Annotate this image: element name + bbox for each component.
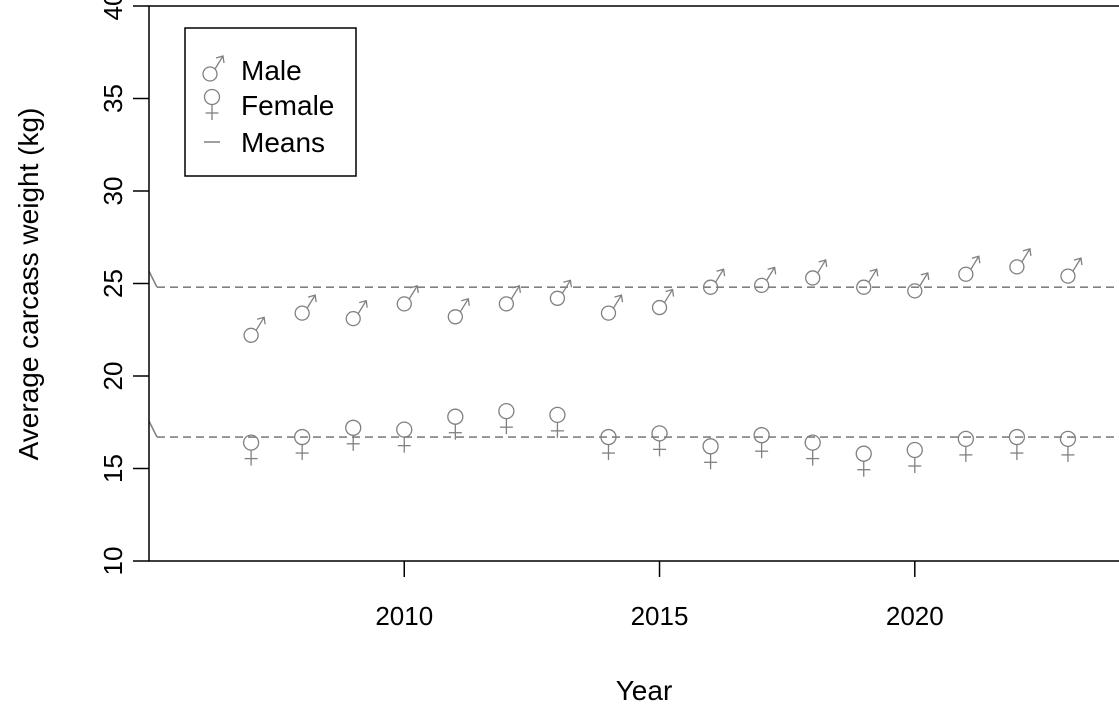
y-tick-label: 20 [98,362,128,391]
x-tick-label: 2020 [886,601,944,631]
male-point [1009,248,1032,275]
legend-label-female: Female [241,90,334,121]
male-point [498,285,522,312]
male-point [805,259,828,286]
male-point [702,268,726,295]
y-tick-label: 10 [98,547,128,576]
mean-line-mark [148,420,158,438]
legend-male-symbol [202,55,225,82]
x-axis-label: Year [616,675,673,706]
legend-label-male: Male [241,55,302,86]
legend: Male Female Means [184,27,357,177]
female-point [651,425,668,457]
legend-box [184,27,357,177]
x-tick-label: 2010 [375,601,433,631]
male-point [600,294,624,321]
male-point [856,268,879,295]
male-point [1060,257,1083,284]
female-point [1008,428,1026,461]
male-point [447,297,470,325]
female-point [396,421,413,453]
female-point [549,406,566,438]
legend-label-means: Means [241,127,325,158]
male-point [396,285,419,312]
male-point [958,255,981,282]
female-point [447,408,464,440]
male-point [651,288,675,316]
y-tick-label: 30 [98,177,128,206]
legend-female-symbol [203,88,221,120]
x-tick-label: 2015 [631,601,689,631]
male-point [345,299,368,327]
axes: 10 15 20 25 30 35 40 2010 2015 2020 [98,0,1119,631]
female-symbol [203,88,221,120]
male-point [549,279,573,306]
female-point [345,419,362,451]
female-point [957,430,974,462]
plot-area [148,248,1119,477]
female-point [753,427,770,459]
female-point [242,434,260,466]
male-point [753,266,777,294]
male-symbol [202,55,225,82]
female-point [498,402,515,435]
female-point [906,441,923,473]
male-point [907,272,930,299]
y-tick-label: 40 [98,0,128,20]
y-tick-label: 35 [98,84,128,113]
female-point [294,428,311,461]
female-point [855,445,872,477]
female-point [1059,430,1077,462]
female-point [804,434,821,466]
y-axis-label: Average carcass weight (kg) [13,108,44,461]
y-tick-label: 15 [98,454,128,483]
male-point [294,294,317,321]
y-tick-label: 25 [98,269,128,298]
male-point [243,316,266,343]
female-point [702,438,719,470]
mean-line-mark [148,270,158,288]
female-point [600,428,617,461]
